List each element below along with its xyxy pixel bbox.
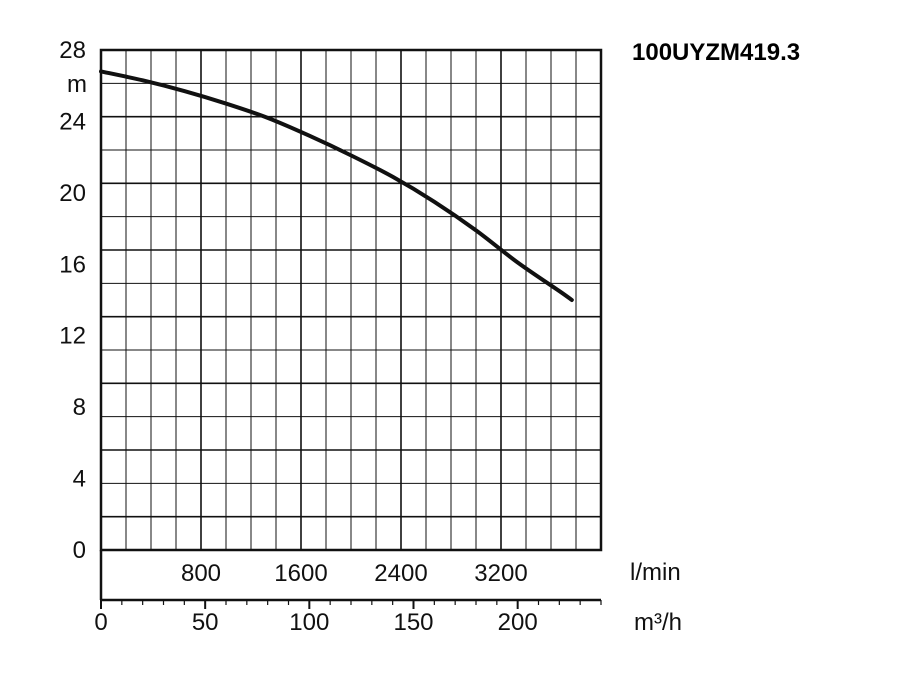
y-tick-label: 28 [59, 37, 86, 64]
y-tick-label: 24 [59, 108, 86, 135]
primary-x-tick-label: 100 [289, 609, 329, 636]
secondary-x-tick-label: 800 [181, 560, 221, 587]
y-tick-label: 12 [59, 323, 86, 350]
secondary-x-tick-label: 3200 [474, 560, 527, 587]
primary-x-tick-label: 150 [393, 609, 433, 636]
y-tick-label: 4 [73, 466, 86, 493]
chart-title: 100UYZM419.3 [632, 39, 800, 66]
primary-x-tick-labels: 0 50 100 150 200 [94, 609, 537, 636]
primary-x-axis [99, 550, 602, 609]
primary-x-tick-label: 200 [498, 609, 538, 636]
secondary-x-unit-label: l/min [630, 559, 681, 586]
y-tick-label: 8 [73, 394, 86, 421]
y-tick-label: 20 [59, 180, 86, 207]
secondary-x-tick-label: 2400 [374, 560, 427, 587]
y-tick-labels: 0 4 8 12 16 20 24 28 [59, 37, 86, 564]
y-tick-label: 16 [59, 251, 86, 278]
y-axis-unit-label: m [67, 71, 87, 98]
plot-frame [99, 48, 603, 552]
y-tick-label: 0 [73, 537, 86, 564]
secondary-x-tick-label: 1600 [274, 560, 327, 587]
primary-x-tick-label: 0 [94, 609, 107, 636]
chart-grid [100, 50, 601, 550]
head-curve-line [99, 69, 574, 302]
secondary-x-tick-labels: 800 1600 2400 3200 [181, 560, 528, 587]
primary-x-tick-label: 50 [192, 609, 219, 636]
primary-x-unit-label: m³/h [634, 609, 682, 636]
